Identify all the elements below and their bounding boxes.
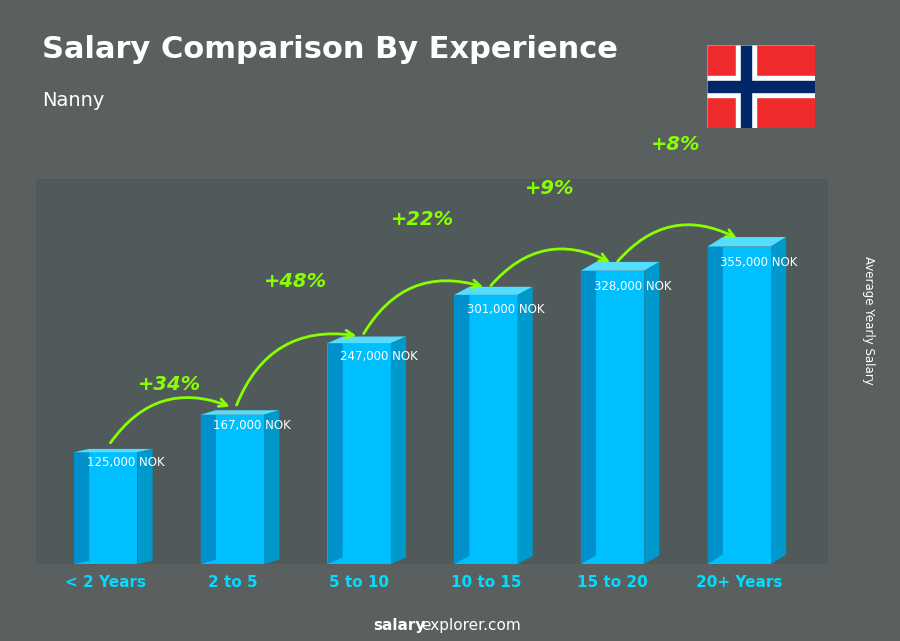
Text: +34%: +34% [138, 376, 201, 394]
Text: +48%: +48% [265, 272, 328, 291]
Text: Salary Comparison By Experience: Salary Comparison By Experience [42, 35, 618, 64]
Polygon shape [454, 287, 470, 564]
Text: Average Yearly Salary: Average Yearly Salary [862, 256, 875, 385]
Bar [736, 45, 756, 128]
Polygon shape [644, 262, 660, 564]
Polygon shape [328, 337, 343, 564]
Polygon shape [707, 247, 771, 564]
Polygon shape [391, 337, 406, 564]
Text: +8%: +8% [652, 135, 701, 154]
Text: 167,000 NOK: 167,000 NOK [213, 419, 292, 432]
Polygon shape [454, 295, 518, 564]
Polygon shape [74, 449, 89, 564]
Bar [706, 76, 814, 97]
Text: 125,000 NOK: 125,000 NOK [86, 456, 165, 469]
Text: 301,000 NOK: 301,000 NOK [467, 303, 544, 316]
Text: 328,000 NOK: 328,000 NOK [594, 279, 671, 292]
Polygon shape [707, 237, 723, 564]
Polygon shape [201, 415, 264, 564]
Text: 355,000 NOK: 355,000 NOK [720, 256, 797, 269]
Text: salary: salary [374, 619, 426, 633]
Polygon shape [580, 262, 660, 271]
Polygon shape [707, 237, 787, 247]
Polygon shape [454, 287, 533, 295]
Bar [741, 45, 751, 128]
Polygon shape [328, 343, 391, 564]
Text: +22%: +22% [391, 210, 454, 229]
Polygon shape [264, 410, 279, 564]
Polygon shape [771, 237, 787, 564]
Polygon shape [580, 271, 644, 564]
Polygon shape [201, 410, 216, 564]
Polygon shape [580, 262, 596, 564]
Polygon shape [201, 410, 279, 415]
Text: Nanny: Nanny [42, 91, 104, 110]
Polygon shape [74, 449, 153, 453]
Text: explorer.com: explorer.com [421, 619, 521, 633]
Polygon shape [138, 449, 153, 564]
Polygon shape [518, 287, 533, 564]
Bar [706, 81, 814, 92]
Polygon shape [328, 337, 406, 343]
Text: 247,000 NOK: 247,000 NOK [340, 350, 418, 363]
Text: +9%: +9% [525, 179, 574, 198]
Polygon shape [74, 453, 138, 564]
